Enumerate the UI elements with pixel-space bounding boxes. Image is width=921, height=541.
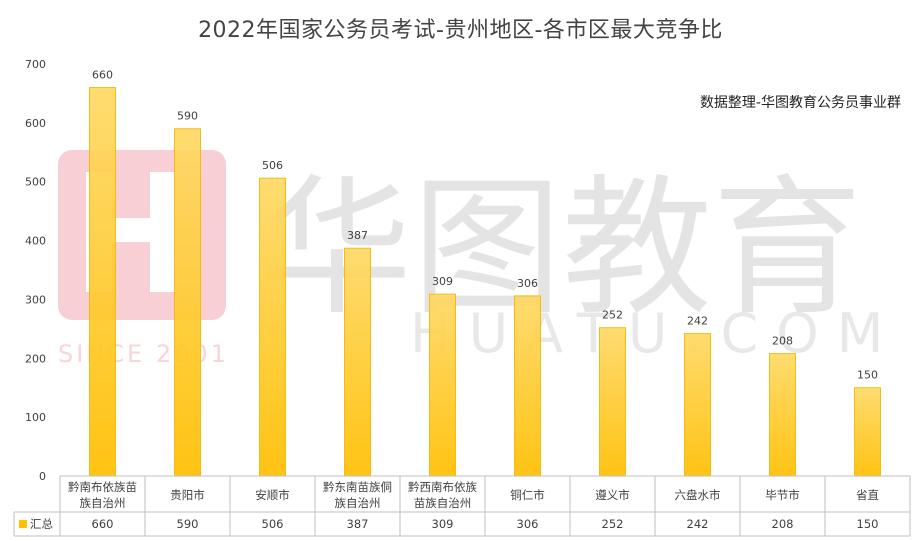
table-value: 660	[92, 517, 114, 531]
data-label: 590	[177, 110, 198, 123]
x-tick-label: 黔东南苗族侗	[323, 480, 392, 494]
y-axis: 0 100 200 300 400 500 600 700	[25, 58, 46, 483]
x-tick-label: 族自治州	[80, 496, 126, 510]
x-tick-label: 六盘水市	[675, 488, 721, 502]
table-value: 150	[857, 517, 879, 531]
y-tick-label: 200	[25, 352, 46, 365]
y-tick-label: 400	[25, 235, 46, 248]
bar	[684, 333, 711, 477]
bars: 660 590 506 387 309 306 252 242 208 150	[89, 69, 881, 477]
bar	[769, 353, 796, 477]
table-value: 590	[177, 517, 199, 531]
x-tick-label: 遵义市	[595, 488, 630, 502]
bar	[174, 128, 201, 477]
y-tick-label: 700	[25, 58, 46, 71]
table-value: 506	[262, 517, 284, 531]
data-label: 660	[92, 69, 113, 82]
watermark-since: SINCE 2001	[58, 340, 229, 368]
table-value: 306	[517, 517, 539, 531]
x-tick-label: 铜仁市	[510, 488, 545, 502]
bar	[259, 177, 286, 477]
bar	[429, 293, 456, 477]
watermark-latin: HUATU.COM	[410, 302, 901, 365]
y-tick-label: 600	[25, 117, 46, 130]
bar	[89, 87, 116, 477]
data-label: 242	[687, 315, 708, 328]
y-tick-label: 100	[25, 411, 46, 424]
y-tick-label: 0	[39, 470, 46, 483]
x-tick-label: 族自治州	[335, 496, 381, 510]
x-tick-label: 黔南布依族苗	[68, 480, 137, 494]
chart-title: 2022年国家公务员考试-贵州地区-各市区最大竞争比	[198, 18, 723, 43]
data-label: 306	[517, 277, 538, 290]
bar	[854, 387, 881, 477]
table-value: 309	[432, 517, 454, 531]
data-label: 208	[772, 335, 793, 348]
bar	[344, 247, 371, 477]
data-label: 309	[432, 275, 453, 288]
data-label: 252	[602, 309, 623, 322]
y-tick-label: 500	[25, 176, 46, 189]
bar	[599, 327, 626, 477]
table-value: 387	[347, 517, 369, 531]
data-label: 506	[262, 159, 283, 172]
table-value: 252	[602, 517, 624, 531]
x-tick-label: 黔西南布依族	[408, 480, 477, 494]
legend-label: 汇总	[30, 517, 53, 531]
x-tick-label: 苗族自治州	[414, 496, 472, 510]
x-tick-label: 省直	[856, 488, 879, 502]
x-tick-label: 毕节市	[765, 488, 800, 502]
legend-swatch	[19, 520, 27, 528]
data-label: 150	[857, 369, 878, 382]
table-value: 242	[687, 517, 709, 531]
x-tick-label: 安顺市	[255, 488, 290, 502]
chart-subtitle: 数据整理-华图教育公务员事业群	[699, 95, 901, 111]
data-label: 387	[347, 229, 368, 242]
table-value: 208	[772, 517, 794, 531]
bar	[514, 295, 541, 477]
x-tick-label: 贵阳市	[170, 488, 205, 502]
y-tick-label: 300	[25, 293, 46, 306]
